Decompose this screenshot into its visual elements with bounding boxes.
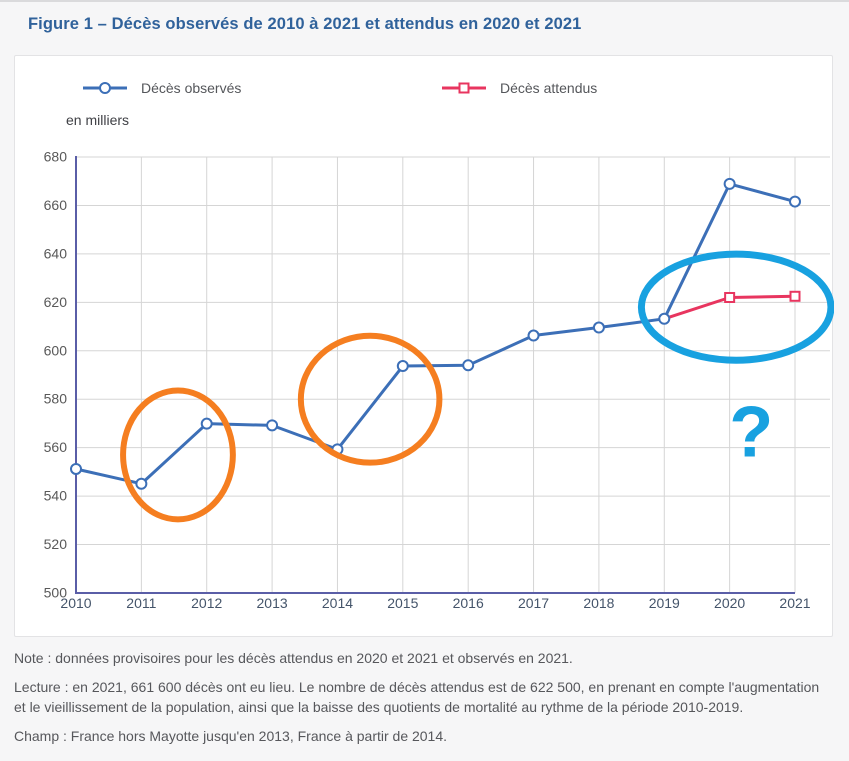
lecture-line: Lecture : en 2021, 661 600 décès ont eu … xyxy=(14,679,820,716)
legend-expected-label: Décès attendus xyxy=(500,80,598,96)
x-tick-label: 2019 xyxy=(649,595,680,611)
expected-line-square-icon xyxy=(441,81,487,95)
y-axis-unit-label: en milliers xyxy=(66,112,130,128)
x-tick-label: 2011 xyxy=(126,595,156,611)
figure-title: Figure 1 – Décès observés de 2010 à 2021… xyxy=(28,15,582,33)
annotation-ellipse-orange xyxy=(120,387,236,523)
x-tick-label: 2020 xyxy=(714,595,745,611)
observed-line-circle-icon xyxy=(82,81,128,95)
x-tick-label: 2012 xyxy=(191,595,222,611)
question-mark-annotation: ? xyxy=(729,393,773,473)
legend-item-observed: Décès observés xyxy=(82,78,241,98)
data-point-circle xyxy=(789,195,801,208)
data-point-circle xyxy=(70,462,82,475)
y-tick-label: 680 xyxy=(44,149,68,165)
data-point-square xyxy=(724,291,736,303)
y-tick-label: 600 xyxy=(44,342,68,358)
chart-panel: Décès observés Décès attendus en millier… xyxy=(14,55,834,637)
data-point-circle xyxy=(658,312,671,325)
x-tick-label: 2017 xyxy=(518,595,549,611)
data-point-circle xyxy=(462,359,475,372)
y-tick-label: 620 xyxy=(44,294,68,310)
x-tick-label: 2014 xyxy=(322,595,353,611)
x-tick-label: 2021 xyxy=(779,595,810,611)
data-point-circle xyxy=(135,477,148,490)
annotation-ellipse-orange xyxy=(297,332,443,466)
x-tick-label: 2016 xyxy=(453,595,484,611)
legend-item-expected: Décès attendus xyxy=(441,78,597,98)
note-line: Note : données provisoires pour les décè… xyxy=(14,650,573,666)
x-tick-label: 2015 xyxy=(387,595,418,611)
data-point-square xyxy=(789,290,801,302)
data-point-circle xyxy=(200,417,213,430)
champ-line: Champ : France hors Mayotte jusqu'en 201… xyxy=(14,728,448,745)
x-tick-label: 2013 xyxy=(257,595,288,611)
y-tick-label: 560 xyxy=(44,439,68,455)
y-tick-label: 520 xyxy=(44,536,68,552)
data-point-circle xyxy=(396,360,409,373)
chart-canvas: 500 520 540 560 580 600 620 640 660 680 2010 2011 20… xyxy=(44,149,834,611)
notes-block: Note : données provisoires pour les décè… xyxy=(14,648,834,755)
data-point-circle xyxy=(266,419,279,432)
x-tick-label: 2010 xyxy=(60,595,91,611)
y-tick-label: 640 xyxy=(44,245,68,261)
data-point-circle xyxy=(527,329,540,342)
x-tick-label: 2018 xyxy=(583,595,614,611)
series-line-observed xyxy=(74,182,797,486)
y-tick-label: 580 xyxy=(44,391,68,407)
y-tick-label: 660 xyxy=(44,197,68,213)
data-point-circle xyxy=(592,321,605,334)
legend-observed-label: Décès observés xyxy=(141,80,242,96)
annotation-ellipse-cyan xyxy=(637,250,834,364)
y-tick-label: 500 xyxy=(44,585,68,601)
data-point-circle xyxy=(723,177,736,190)
y-tick-label: 540 xyxy=(44,488,68,504)
